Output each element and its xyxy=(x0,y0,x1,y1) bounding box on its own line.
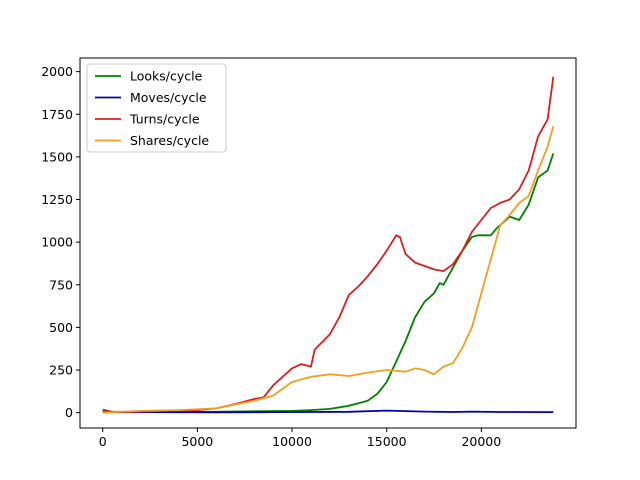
legend-box xyxy=(86,63,227,153)
series-line-0 xyxy=(102,153,555,413)
plot-frame xyxy=(79,57,577,429)
x-tick-label: 15000 xyxy=(367,434,407,449)
y-tick-label: 0 xyxy=(65,405,73,420)
y-tick-label: 500 xyxy=(49,320,73,335)
plot-lines xyxy=(102,76,555,414)
series-line-3 xyxy=(102,125,555,414)
y-tick-label: 750 xyxy=(49,277,73,292)
legend-label-2: Turns/cycle xyxy=(129,112,200,127)
x-tick-label: 0 xyxy=(99,434,107,449)
y-tick-label: 1000 xyxy=(41,235,73,250)
x-tick-label: 10000 xyxy=(272,434,312,449)
legend: Looks/cycle Moves/cycle Turns/cycle Shares/… xyxy=(86,63,227,153)
y-tick-label: 1500 xyxy=(41,149,73,164)
y-tick-label: 250 xyxy=(49,363,73,378)
series-line-1 xyxy=(102,409,554,414)
axes: 0 5000 10000 15000 20000 0 250 500 750 1000 1250 15… xyxy=(41,57,577,449)
legend-label-0: Looks/cycle xyxy=(130,69,203,84)
y-tick-label: 1750 xyxy=(41,107,73,122)
y-tick-label: 1250 xyxy=(41,192,73,207)
legend-label-3: Shares/cycle xyxy=(130,133,209,148)
x-tick-label: 20000 xyxy=(461,434,501,449)
x-tick-label: 5000 xyxy=(181,434,213,449)
series-line-2 xyxy=(102,76,555,413)
y-tick-label: 2000 xyxy=(41,64,73,79)
legend-label-1: Moves/cycle xyxy=(130,90,207,105)
